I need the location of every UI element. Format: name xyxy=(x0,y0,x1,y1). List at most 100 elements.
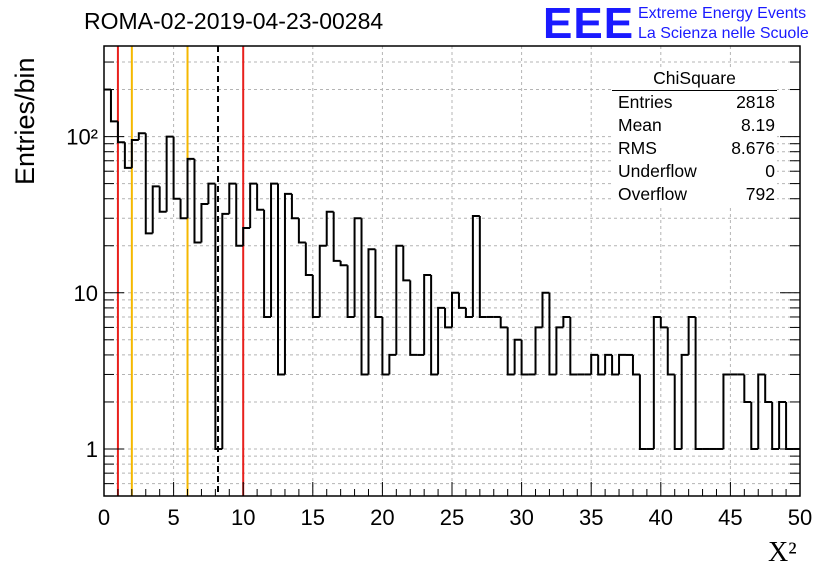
histogram-bin xyxy=(144,133,153,235)
histogram-bin xyxy=(409,280,418,356)
y-axis-label: Entries/bin xyxy=(10,57,40,185)
histogram-bin xyxy=(534,326,543,375)
eee-logo-text: Extreme Energy Events La Scienza nelle S… xyxy=(638,4,836,44)
histogram-bin xyxy=(130,139,139,168)
histogram-bin xyxy=(318,244,327,317)
histogram-bin xyxy=(395,244,404,355)
stats-label: Entries xyxy=(618,92,673,112)
histogram-bin xyxy=(179,198,188,220)
stats-label: Mean xyxy=(618,115,662,135)
histogram-bin xyxy=(597,354,606,376)
y-tick-label: 10² xyxy=(66,125,98,150)
histogram-bin xyxy=(381,316,390,376)
histogram-bin xyxy=(353,217,362,317)
histogram-bin xyxy=(478,216,487,318)
stats-value: 2818 xyxy=(736,92,775,112)
histogram-bin xyxy=(325,210,334,246)
histogram-bin xyxy=(165,135,174,212)
histogram-bin xyxy=(256,183,265,211)
stats-value: 792 xyxy=(745,184,775,204)
stats-value: 8.19 xyxy=(740,115,775,135)
histogram-bin xyxy=(311,274,320,318)
x-tick-label: 20 xyxy=(370,505,394,530)
histogram-bin xyxy=(249,182,258,228)
histogram-bin xyxy=(388,353,397,375)
histogram-bin xyxy=(548,292,557,376)
histogram-bin xyxy=(123,142,132,169)
histogram-bin xyxy=(207,182,216,205)
histogram-bin xyxy=(659,316,668,329)
histogram-bin xyxy=(235,183,244,247)
histogram-bin xyxy=(513,338,522,375)
eee-logo: EEE Extreme Energy Events La Scienza nel… xyxy=(543,0,809,48)
stats-box: ChiSquare Entries 2818 Mean 8.19 RMS 8.6… xyxy=(612,68,777,206)
histogram-bin xyxy=(618,353,626,375)
x-tick-label: 30 xyxy=(509,505,533,530)
logo-line-1: Extreme Energy Events xyxy=(638,5,807,22)
histogram-bin xyxy=(242,226,251,246)
histogram-bin xyxy=(186,157,195,219)
histogram-bin xyxy=(221,212,230,449)
histogram-layer xyxy=(104,88,800,450)
histogram-bin xyxy=(228,182,237,214)
histogram-bin xyxy=(109,89,118,123)
x-axis-label: X² xyxy=(768,537,797,568)
eee-logo-mark: EEE xyxy=(543,0,635,48)
chart-title: ROMA-02-2019-04-23-00284 xyxy=(84,8,384,34)
histogram-bin xyxy=(680,353,689,449)
stats-row: Overflow 792 xyxy=(612,183,777,206)
histogram-bin xyxy=(464,307,473,318)
histogram-bin xyxy=(541,291,550,328)
axis-ticks: 0 5 10 15 20 25 30 35 40 45 50 1 10 10² xyxy=(66,61,812,530)
histogram-bin xyxy=(722,373,731,449)
histogram-bin xyxy=(673,374,682,450)
histogram-bin xyxy=(520,339,529,376)
histogram-bin xyxy=(158,186,167,213)
x-tick-label: 45 xyxy=(718,505,742,530)
histogram-bin xyxy=(757,373,766,449)
x-tick-label: 25 xyxy=(440,505,464,530)
histogram-bin xyxy=(694,316,703,450)
stats-label: Underflow xyxy=(618,161,697,181)
histogram-bin xyxy=(471,215,480,317)
histogram-bin xyxy=(297,218,306,244)
x-tick-label: 50 xyxy=(788,505,812,530)
histogram-bin xyxy=(270,182,278,317)
histogram-bin xyxy=(444,307,452,329)
logo-line-2: La Scienza nelle Scuole xyxy=(638,25,809,42)
histogram-bin xyxy=(214,183,223,450)
histogram-bin xyxy=(402,245,411,282)
histogram-bin xyxy=(687,315,696,355)
histogram-bin xyxy=(346,265,355,318)
histogram-bin xyxy=(750,401,759,450)
x-tick-label: 0 xyxy=(98,505,110,530)
stats-value: 0 xyxy=(765,161,775,181)
histogram-bin xyxy=(290,193,299,220)
stats-row: Mean 8.19 xyxy=(612,114,777,137)
stats-label: RMS xyxy=(618,138,657,158)
histogram-bin xyxy=(555,326,564,375)
stats-row: Underflow 0 xyxy=(612,160,777,183)
histogram-bin xyxy=(367,248,376,375)
histogram-bin xyxy=(423,273,432,355)
histogram-bin xyxy=(764,374,773,403)
histogram-bin xyxy=(116,121,125,144)
x-tick-label: 40 xyxy=(649,505,673,530)
stats-row: RMS 8.676 xyxy=(612,137,777,160)
stats-label: Overflow xyxy=(618,184,688,204)
histogram-bin xyxy=(590,353,599,375)
histogram-bin xyxy=(151,185,160,234)
histogram-bin xyxy=(332,211,341,262)
histogram-bin xyxy=(374,249,383,318)
x-tick-label: 15 xyxy=(301,505,325,530)
histogram-bin xyxy=(360,218,369,376)
x-tick-label: 5 xyxy=(167,505,179,530)
histogram-bin xyxy=(437,306,446,375)
histogram-bin xyxy=(611,354,620,376)
histogram-bin xyxy=(499,316,508,329)
histogram-bin xyxy=(304,242,313,276)
reference-lines xyxy=(116,46,245,496)
histogram-bin xyxy=(457,292,466,309)
histogram-bin xyxy=(778,400,787,449)
